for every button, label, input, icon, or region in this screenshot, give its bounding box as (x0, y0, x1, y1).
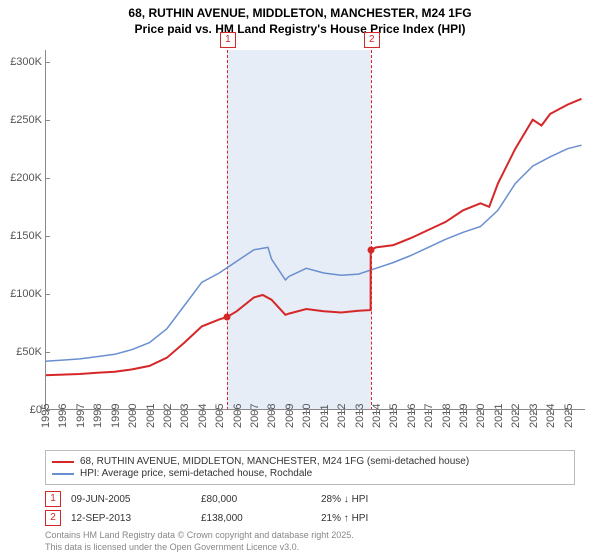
legend-box: 68, RUTHIN AVENUE, MIDDLETON, MANCHESTER… (45, 450, 575, 485)
x-tick-label: 1997 (75, 404, 87, 428)
sales-row-1: 1 09-JUN-2005 £80,000 28% ↓ HPI (45, 491, 575, 507)
title-address: 68, RUTHIN AVENUE, MIDDLETON, MANCHESTER… (0, 6, 600, 22)
line-price-paid (45, 99, 582, 375)
chart-title: 68, RUTHIN AVENUE, MIDDLETON, MANCHESTER… (0, 0, 600, 37)
x-tick-label: 2023 (528, 404, 540, 428)
x-tick-label: 2013 (354, 404, 366, 428)
x-tick-label: 1999 (110, 404, 122, 428)
chart-area: 1 2 £0£50K£100K£150K£200K£250K£300K 1995… (45, 50, 585, 410)
sales-price-1: £80,000 (201, 494, 311, 505)
sales-hpi-2: 21% ↑ HPI (321, 513, 441, 524)
x-tick-label: 2014 (371, 404, 383, 428)
sales-row-2: 2 12-SEP-2013 £138,000 21% ↑ HPI (45, 510, 575, 526)
x-tick-label: 1995 (40, 404, 52, 428)
chart-svg (45, 50, 585, 410)
x-tick-label: 2015 (388, 404, 400, 428)
marker-dot-2 (367, 246, 374, 253)
footer: Contains HM Land Registry data © Crown c… (45, 530, 575, 553)
x-tick-label: 2019 (458, 404, 470, 428)
sales-date-1: 09-JUN-2005 (71, 494, 191, 505)
x-tick-label: 2010 (301, 404, 313, 428)
marker-box-2: 2 (364, 32, 380, 48)
x-tick-label: 2012 (336, 404, 348, 428)
footer-line1: Contains HM Land Registry data © Crown c… (45, 530, 575, 542)
x-tick-label: 2003 (179, 404, 191, 428)
legend-series-2: HPI: Average price, semi-detached house,… (52, 468, 568, 479)
sales-marker-1: 1 (45, 491, 61, 507)
legend-label-2: HPI: Average price, semi-detached house,… (80, 468, 312, 479)
legend-label-1: 68, RUTHIN AVENUE, MIDDLETON, MANCHESTER… (80, 456, 469, 467)
y-tick-label: £100K (10, 288, 42, 300)
x-tick-label: 1996 (57, 404, 69, 428)
legend-swatch-2 (52, 473, 74, 475)
sales-table: 1 09-JUN-2005 £80,000 28% ↓ HPI 2 12-SEP… (45, 491, 575, 526)
x-tick-label: 2022 (510, 404, 522, 428)
x-tick-label: 2021 (493, 404, 505, 428)
x-tick-label: 2004 (197, 404, 209, 428)
y-tick-label: £50K (16, 346, 42, 358)
x-tick-label: 2005 (214, 404, 226, 428)
legend-series-1: 68, RUTHIN AVENUE, MIDDLETON, MANCHESTER… (52, 456, 568, 467)
x-tick-label: 2000 (127, 404, 139, 428)
x-tick-label: 2009 (284, 404, 296, 428)
x-tick-label: 2008 (266, 404, 278, 428)
y-tick-label: £150K (10, 230, 42, 242)
marker-box-1: 1 (220, 32, 236, 48)
y-tick-label: £250K (10, 114, 42, 126)
x-tick-label: 1998 (92, 404, 104, 428)
x-tick-label: 2002 (162, 404, 174, 428)
sales-date-2: 12-SEP-2013 (71, 513, 191, 524)
y-tick-label: £200K (10, 172, 42, 184)
x-tick-label: 2001 (145, 404, 157, 428)
x-tick-label: 2025 (563, 404, 575, 428)
y-tick-label: £300K (10, 56, 42, 68)
x-tick-label: 2018 (441, 404, 453, 428)
x-tick-label: 2017 (423, 404, 435, 428)
x-tick-label: 2016 (406, 404, 418, 428)
footer-line2: This data is licensed under the Open Gov… (45, 542, 575, 554)
x-tick-label: 2007 (249, 404, 261, 428)
legend-swatch-1 (52, 461, 74, 463)
marker-dot-1 (223, 314, 230, 321)
sales-price-2: £138,000 (201, 513, 311, 524)
x-tick-label: 2006 (232, 404, 244, 428)
legend-area: 68, RUTHIN AVENUE, MIDDLETON, MANCHESTER… (45, 450, 575, 553)
sales-marker-2: 2 (45, 510, 61, 526)
x-tick-label: 2020 (475, 404, 487, 428)
x-tick-label: 2024 (545, 404, 557, 428)
title-subtitle: Price paid vs. HM Land Registry's House … (0, 22, 600, 38)
sales-hpi-1: 28% ↓ HPI (321, 494, 441, 505)
x-tick-label: 2011 (319, 404, 331, 428)
